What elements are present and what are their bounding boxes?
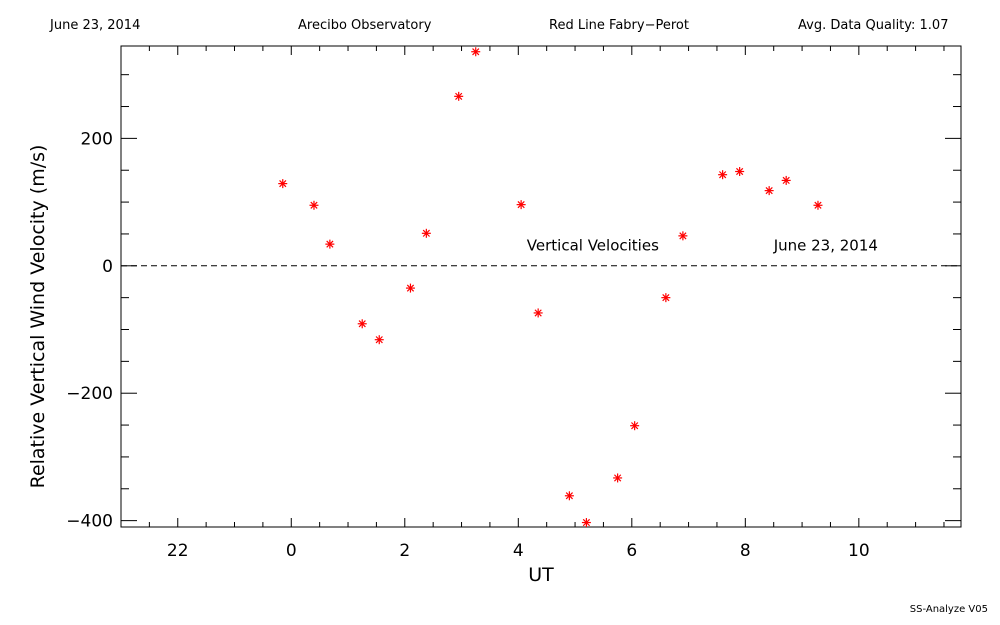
header-data-quality: Avg. Data Quality: 1.07 bbox=[798, 18, 949, 33]
x-tick-label: 10 bbox=[848, 541, 870, 561]
y-tick-labels: 200 0 −200 −400 bbox=[66, 129, 113, 531]
data-point bbox=[661, 293, 671, 303]
data-point bbox=[764, 186, 774, 196]
x-tick-label: 2 bbox=[399, 541, 410, 561]
data-point bbox=[309, 200, 319, 210]
x-tick-label: 0 bbox=[286, 541, 297, 561]
x-tick-label: 4 bbox=[513, 541, 524, 561]
data-point bbox=[718, 170, 728, 180]
header-date: June 23, 2014 bbox=[50, 18, 141, 33]
data-point bbox=[630, 421, 640, 431]
header-instrument: Red Line Fabry−Perot bbox=[549, 18, 689, 33]
data-point bbox=[581, 518, 591, 528]
footer-software-version: SS-Analyze V05 bbox=[909, 604, 988, 615]
annotation-date: June 23, 2014 bbox=[773, 236, 878, 254]
axis-ticks bbox=[121, 46, 961, 527]
plot-frame bbox=[120, 45, 962, 528]
data-point bbox=[421, 228, 431, 238]
data-point bbox=[678, 231, 688, 241]
header-observatory: Arecibo Observatory bbox=[298, 18, 432, 33]
data-point bbox=[735, 167, 745, 177]
x-tick-labels: 22 0 2 4 6 8 10 bbox=[167, 541, 870, 561]
data-point bbox=[357, 319, 367, 329]
data-point bbox=[374, 335, 384, 345]
y-tick-label: −400 bbox=[66, 512, 113, 532]
data-point bbox=[278, 179, 288, 189]
x-tick-label: 8 bbox=[740, 541, 751, 561]
data-point bbox=[405, 283, 415, 293]
data-point bbox=[613, 473, 623, 483]
data-point bbox=[471, 47, 481, 57]
x-axis-title: UT bbox=[528, 564, 554, 586]
x-tick-label: 6 bbox=[626, 541, 637, 561]
y-tick-label: 0 bbox=[102, 257, 113, 277]
data-point bbox=[564, 491, 574, 501]
data-point bbox=[516, 200, 526, 210]
data-point bbox=[781, 175, 791, 185]
x-tick-label: 22 bbox=[167, 541, 189, 561]
y-axis-title: Relative Vertical Wind Velocity (m/s) bbox=[27, 145, 49, 489]
data-point bbox=[325, 239, 335, 249]
y-tick-label: −200 bbox=[66, 384, 113, 404]
annotation-vertical-velocities: Vertical Velocities bbox=[527, 236, 659, 254]
y-tick-label: 200 bbox=[81, 129, 113, 149]
data-point bbox=[454, 91, 464, 101]
data-points bbox=[278, 47, 823, 528]
data-point bbox=[813, 200, 823, 210]
data-point bbox=[533, 308, 543, 318]
